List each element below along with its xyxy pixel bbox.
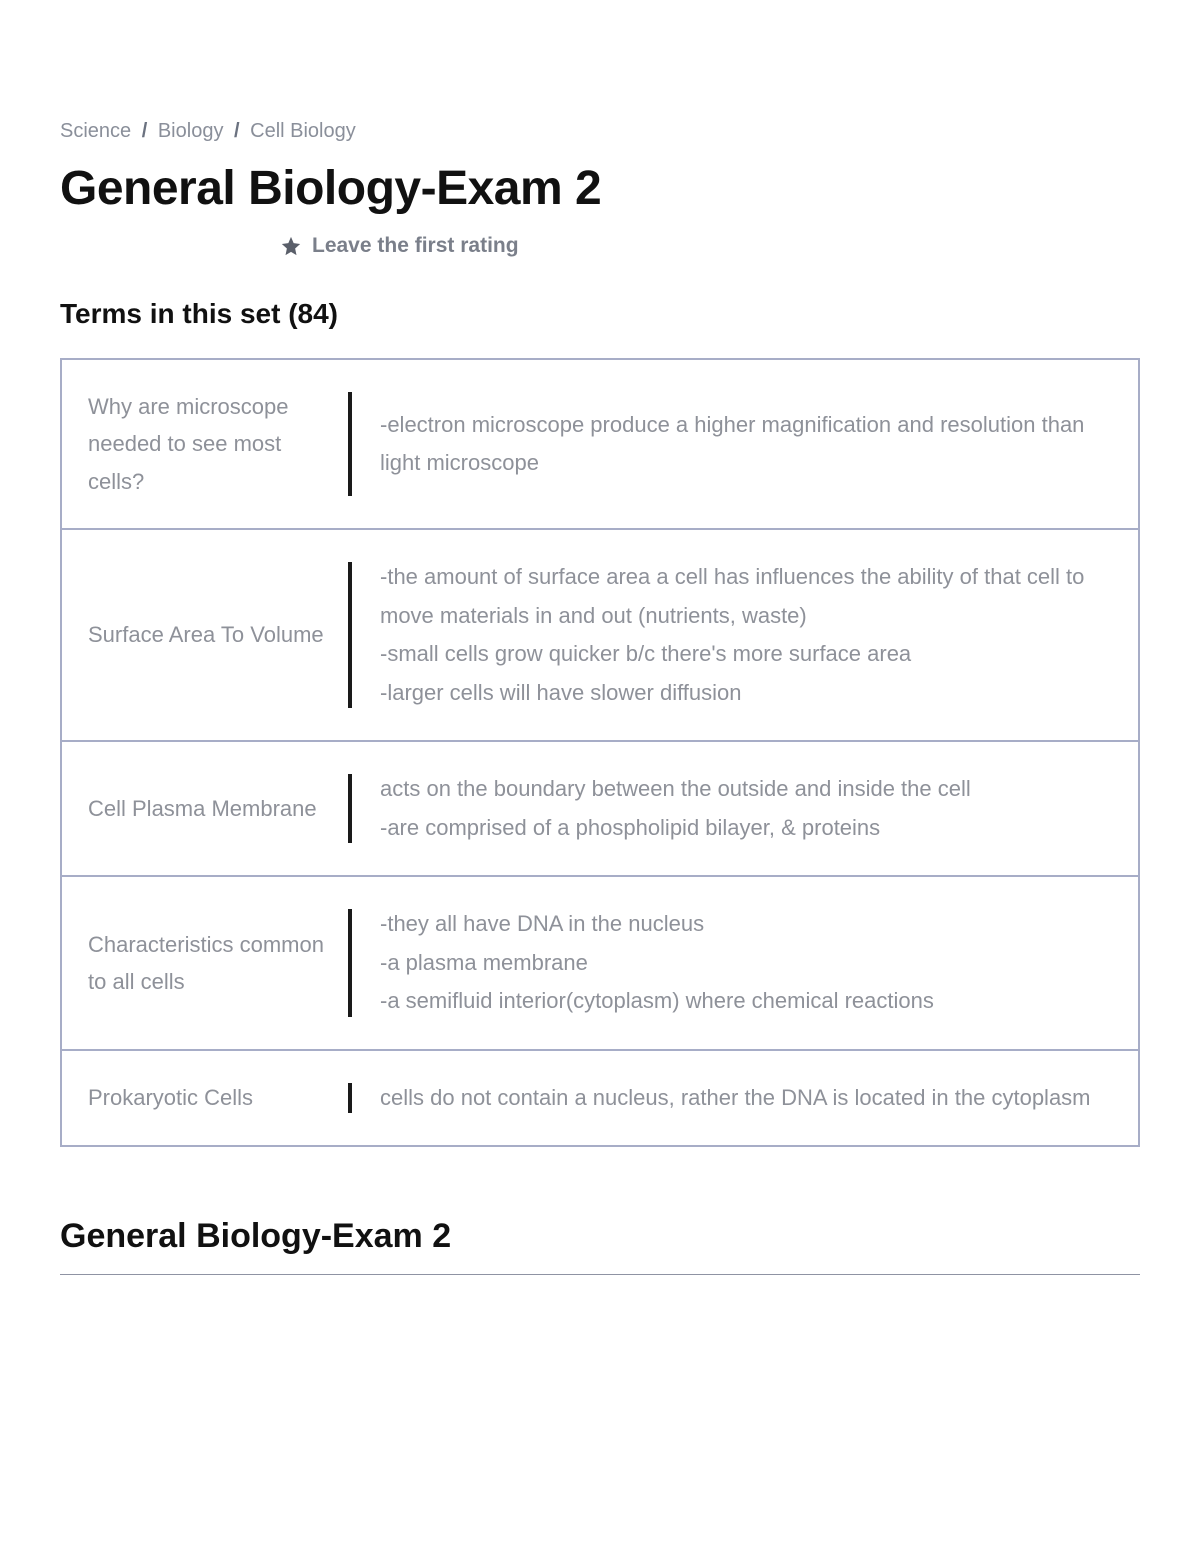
term-row[interactable]: Characteristics common to all cells -the… [62,877,1138,1051]
definition-text: -electron microscope produce a higher ma… [352,388,1112,500]
definition-text: -they all have DNA in the nucleus -a pla… [352,905,1112,1021]
definition-text: cells do not contain a nucleus, rather t… [352,1079,1112,1118]
star-icon [280,235,302,257]
breadcrumb: Science / Biology / Cell Biology [60,120,1140,143]
term-text: Surface Area To Volume [88,558,348,712]
breadcrumb-separator: / [142,120,148,142]
definition-text: acts on the boundary between the outside… [352,770,1112,847]
breadcrumb-item[interactable]: Biology [158,120,224,142]
rating-prompt[interactable]: Leave the first rating [280,234,1140,258]
footer-title: General Biology-Exam 2 [60,1217,1140,1275]
breadcrumb-item[interactable]: Science [60,120,131,142]
term-row[interactable]: Surface Area To Volume -the amount of su… [62,530,1138,742]
term-row[interactable]: Cell Plasma Membrane acts on the boundar… [62,742,1138,877]
breadcrumb-item[interactable]: Cell Biology [250,120,356,142]
term-text: Prokaryotic Cells [88,1079,348,1118]
term-row[interactable]: Prokaryotic Cells cells do not contain a… [62,1051,1138,1146]
definition-text: -the amount of surface area a cell has i… [352,558,1112,712]
breadcrumb-separator: / [234,120,240,142]
term-text: Characteristics common to all cells [88,905,348,1021]
rating-label: Leave the first rating [312,234,519,258]
term-row[interactable]: Why are microscope needed to see most ce… [62,360,1138,530]
terms-table: Why are microscope needed to see most ce… [60,358,1140,1147]
term-text: Cell Plasma Membrane [88,770,348,847]
page-title: General Biology-Exam 2 [60,161,1140,216]
terms-heading: Terms in this set (84) [60,298,1140,330]
term-text: Why are microscope needed to see most ce… [88,388,348,500]
